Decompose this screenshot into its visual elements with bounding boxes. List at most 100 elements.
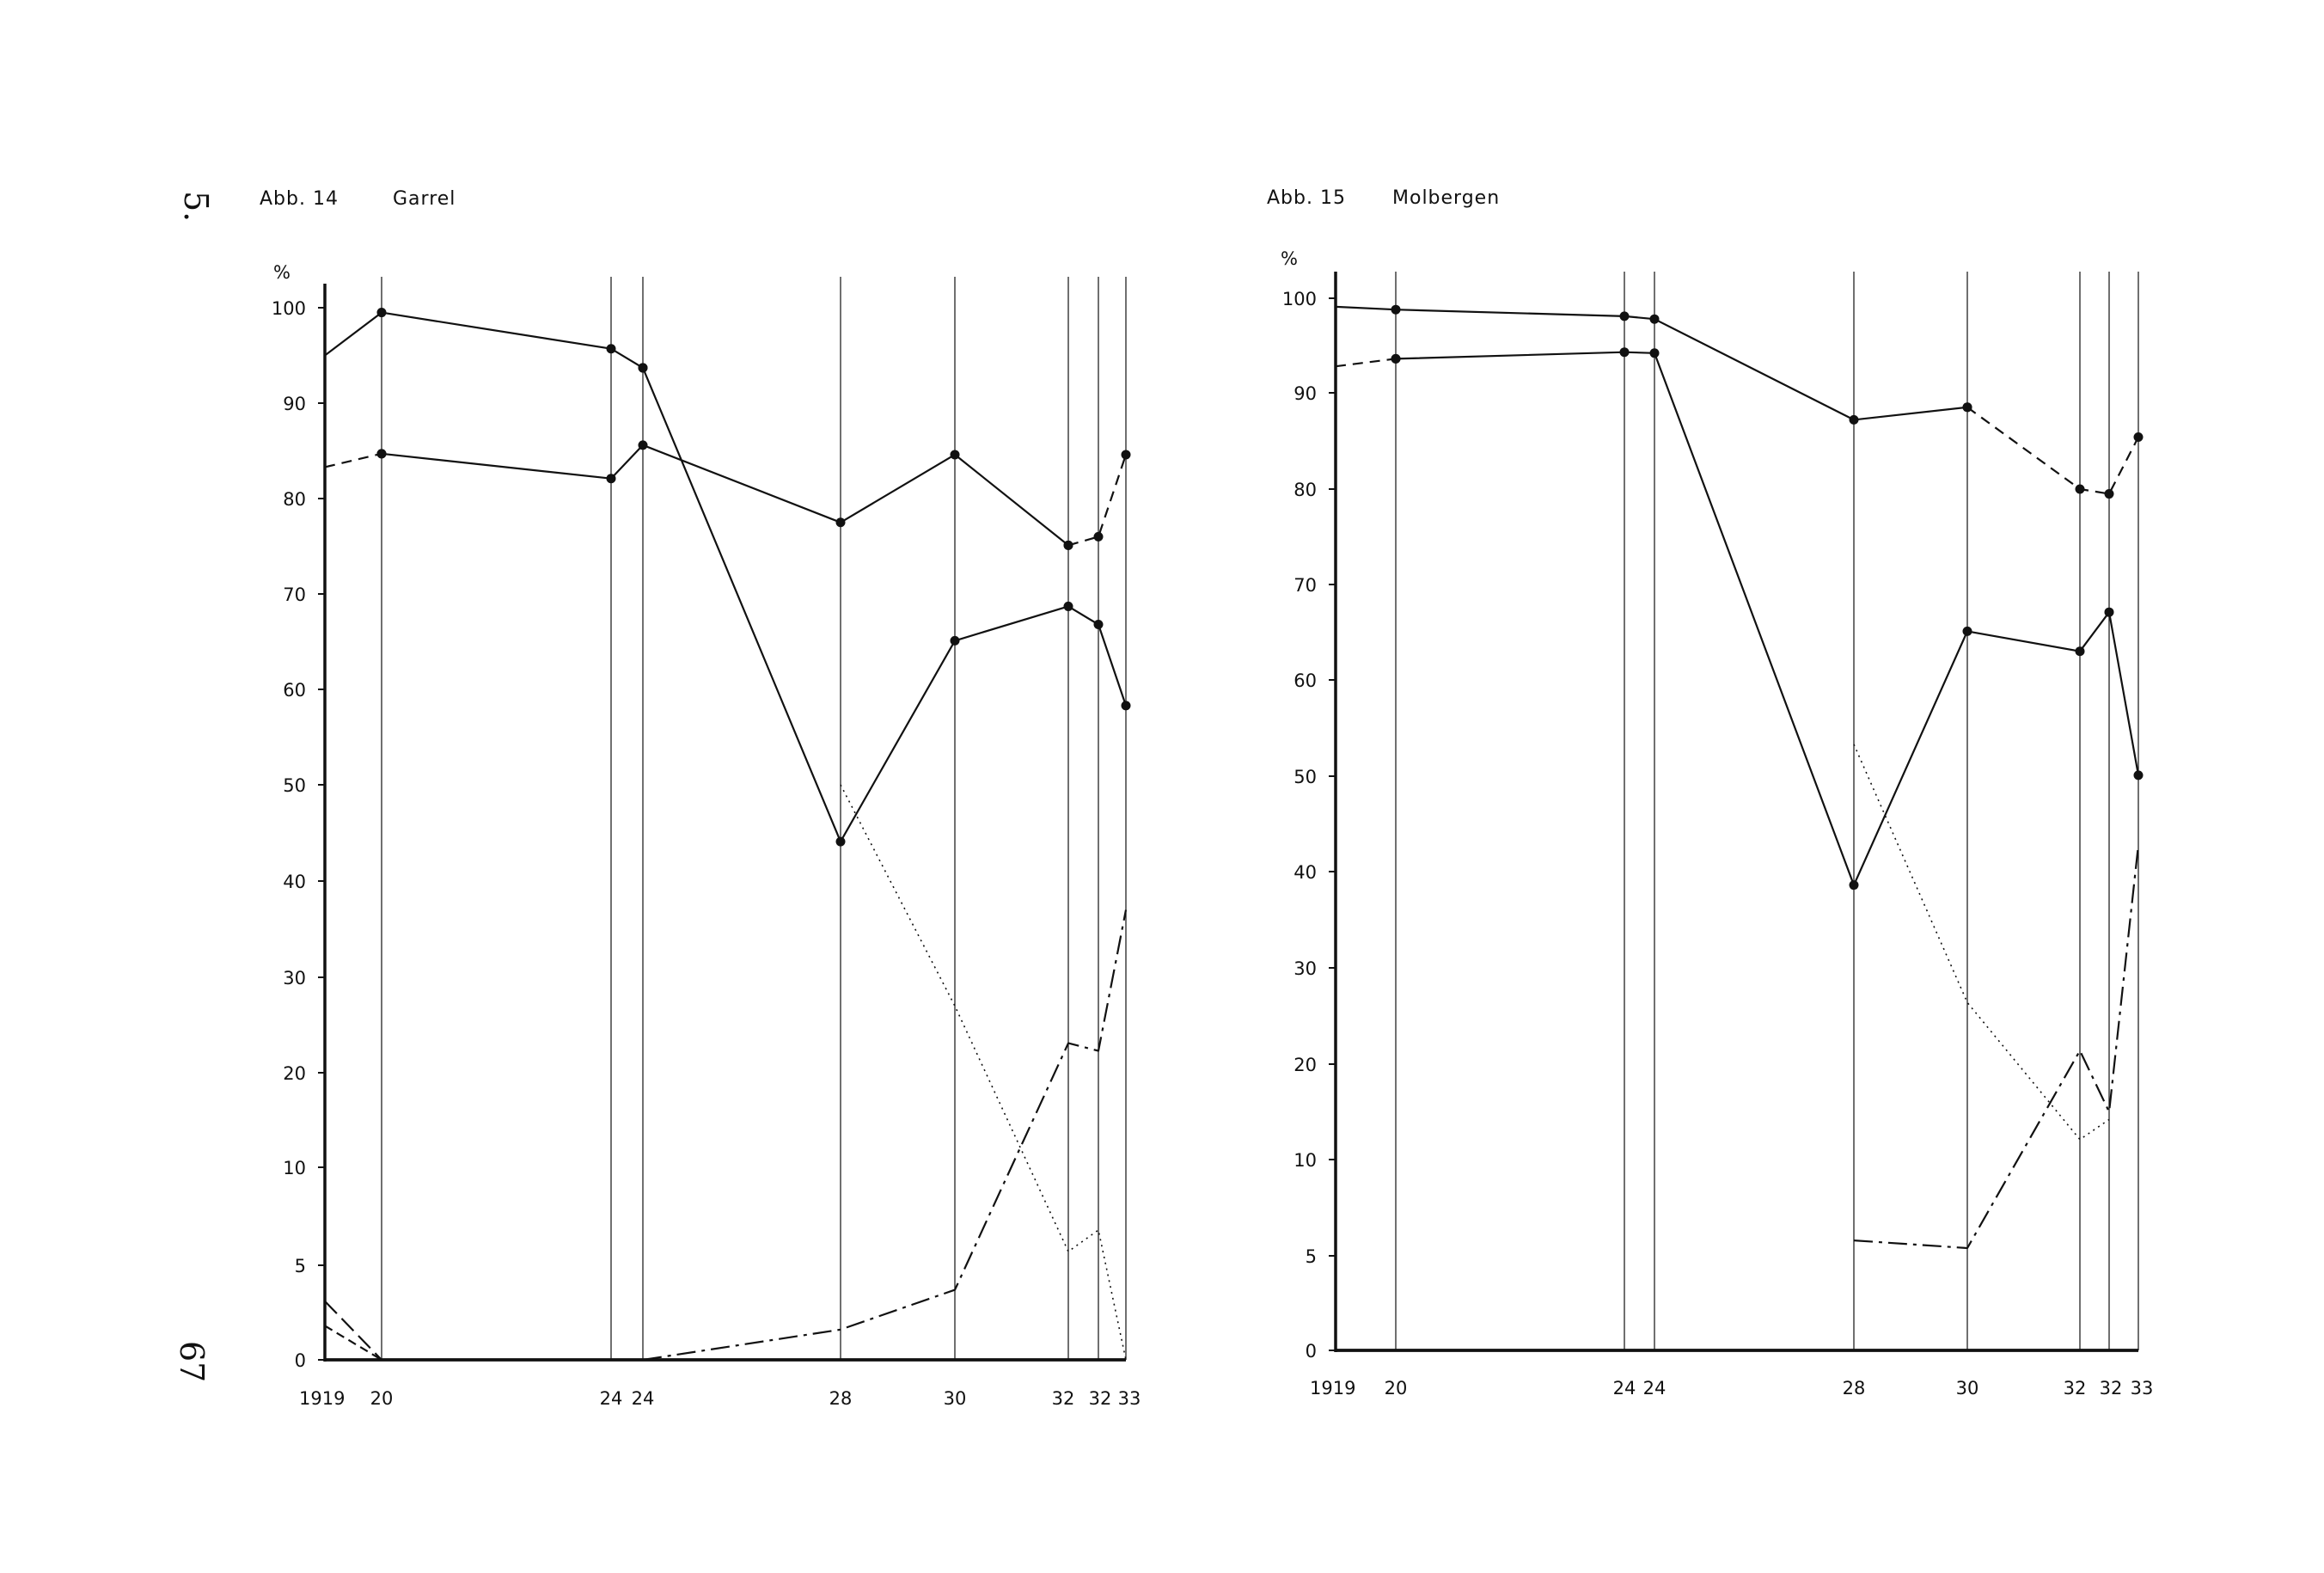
y-tick-label: 60: [283, 680, 306, 701]
data-point: [1121, 701, 1131, 711]
y-tick-label: 80: [283, 489, 306, 510]
data-point: [376, 308, 387, 318]
y-tick-label: 100: [1282, 289, 1317, 309]
x-tick-label: 32: [1089, 1388, 1112, 1409]
y-tick-label: 5: [1306, 1246, 1317, 1267]
data-point: [1649, 348, 1660, 358]
x-tick-label: 20: [370, 1388, 394, 1409]
data-point: [1962, 402, 1972, 413]
x-tick-label: 28: [1843, 1378, 1866, 1399]
series-line: [381, 444, 1069, 547]
y-tick-label: 0: [1306, 1341, 1317, 1362]
y-axis-label: %: [273, 262, 290, 283]
x-tick-label: 33: [2131, 1378, 2154, 1399]
data-point: [835, 836, 846, 847]
y-tick-label: 5: [295, 1256, 306, 1276]
data-point: [835, 517, 846, 528]
data-point: [1619, 311, 1630, 321]
page-number: 67: [173, 1341, 211, 1382]
corner-mark: 5.: [177, 191, 215, 222]
chart-subtitle: Molbergen: [1392, 187, 1500, 209]
y-tick-label: 70: [283, 585, 306, 605]
x-tick-label: 32: [2064, 1378, 2087, 1399]
y-tick-label: 90: [1293, 383, 1317, 404]
x-tick-label: 20: [1385, 1378, 1408, 1399]
series-line: [1395, 351, 2140, 886]
x-tick-label: 32: [1052, 1388, 1075, 1409]
y-tick-label: 20: [283, 1063, 306, 1084]
data-point: [606, 344, 616, 354]
y-tick-label: 50: [1293, 767, 1317, 787]
series-line: [642, 909, 1128, 1362]
x-tick-label: 24: [632, 1388, 655, 1409]
data-point: [606, 474, 616, 484]
data-point: [950, 450, 960, 460]
data-point: [1063, 601, 1073, 611]
data-point: [1849, 414, 1859, 425]
chart-title: Abb. 15: [1267, 187, 1346, 209]
series-line: [1335, 358, 1397, 368]
y-axis-label: %: [1281, 248, 1298, 269]
data-point: [1619, 347, 1630, 358]
y-tick-label: 40: [1293, 862, 1317, 883]
x-tick-label: 30: [944, 1388, 967, 1409]
y-tick-label: 30: [1293, 958, 1317, 979]
series-line: [324, 311, 644, 369]
x-tick-label: 1919: [299, 1388, 345, 1409]
chart-garrel: Abb. 14 Garrel % 0 5 10 20 30 40 50 60 70 80 90 100…: [260, 188, 1141, 1409]
data-point: [1849, 880, 1859, 891]
y-tick-label: 30: [283, 968, 306, 988]
data-point: [1093, 531, 1104, 542]
data-point: [2133, 770, 2144, 780]
x-tick-label: 28: [829, 1388, 853, 1409]
plot-area: 0 5 10 20 30 40 50 60 70 80 90 100 1919 20 24 24 28 30 32 3…: [1282, 272, 2153, 1399]
data-point: [2104, 489, 2114, 499]
data-point: [1391, 353, 1401, 364]
chart-subtitle: Garrel: [393, 188, 456, 210]
x-tick-label: 24: [600, 1388, 623, 1409]
x-tick-label: 24: [1643, 1378, 1667, 1399]
data-point: [2075, 484, 2085, 494]
series-line: [324, 1301, 382, 1361]
series-line: [641, 367, 1128, 843]
y-tick-label: 80: [1293, 480, 1317, 500]
series-line: [324, 1325, 382, 1361]
data-point: [638, 440, 648, 450]
data-point: [376, 449, 387, 459]
plot-area: 0 5 10 20 30 40 50 60 70 80 90 100 1919 20 24 24 28 30 32 3…: [272, 277, 1141, 1409]
series-line: [1067, 454, 1128, 547]
data-point: [950, 635, 960, 646]
y-tick-label: 10: [283, 1158, 306, 1178]
series-line: [1853, 744, 2110, 1141]
y-tick-label: 10: [1293, 1150, 1317, 1171]
chart-molbergen: Abb. 15 Molbergen % 0 5 10 20 30 40 50 60 70 80 90…: [1267, 187, 2153, 1399]
data-point: [2104, 607, 2114, 617]
data-point: [2133, 432, 2144, 443]
x-tick-label: 30: [1956, 1378, 1979, 1399]
series-line: [324, 452, 382, 468]
series-line: [840, 784, 1127, 1361]
series-line: [1335, 305, 1968, 421]
series-line: [1853, 844, 2140, 1250]
data-point: [1649, 314, 1660, 324]
data-point: [1063, 540, 1073, 550]
data-point: [1962, 626, 1972, 636]
y-tick-label: 20: [1293, 1055, 1317, 1075]
y-tick-label: 60: [1293, 670, 1317, 691]
y-tick-label: 70: [1293, 575, 1317, 596]
data-point: [2075, 646, 2085, 657]
data-point: [1093, 620, 1104, 630]
y-tick-label: 100: [272, 298, 306, 319]
x-tick-label: 32: [2100, 1378, 2123, 1399]
y-tick-label: 40: [283, 872, 306, 892]
chart-title: Abb. 14: [260, 188, 339, 210]
x-tick-label: 24: [1613, 1378, 1636, 1399]
series-line: [1966, 406, 2139, 495]
x-tick-label: 1919: [1310, 1378, 1355, 1399]
y-tick-label: 90: [283, 394, 306, 414]
y-tick-label: 0: [295, 1350, 306, 1371]
data-point: [638, 363, 648, 373]
data-point: [1121, 450, 1131, 460]
y-tick-label: 50: [283, 775, 306, 796]
